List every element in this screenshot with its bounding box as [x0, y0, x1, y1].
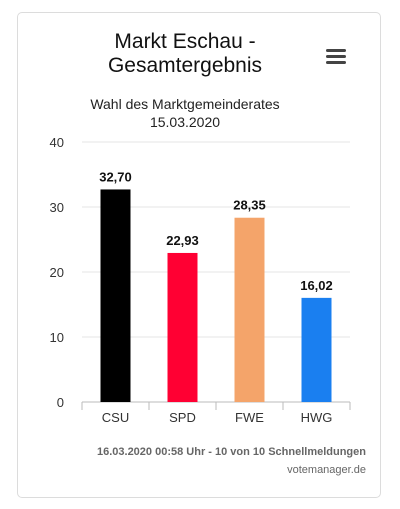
x-tick-label: HWG — [301, 410, 333, 425]
data-label: 32,70 — [99, 169, 132, 184]
chart-subtitle-line1: Wahl des Marktgemeinderates — [90, 96, 280, 112]
bar-spd — [167, 252, 198, 402]
chart-subtitle-line2: 15.03.2020 — [149, 114, 221, 130]
chart-card — [17, 12, 381, 498]
x-tick-label: SPD — [169, 410, 196, 425]
chart-title: Markt Eschau - Gesamtergebnis — [60, 30, 310, 78]
bar-fwe — [234, 217, 265, 402]
chart-subtitle: Wahl des Marktgemeinderates 15.03.2020 — [60, 95, 310, 131]
x-tick-label: CSU — [102, 410, 129, 425]
chart-title-line1: Markt Eschau - — [114, 30, 256, 53]
x-tick-label: FWE — [235, 410, 264, 425]
y-tick-label: 10 — [50, 330, 64, 345]
bar-csu — [100, 189, 131, 402]
data-label: 16,02 — [300, 278, 333, 293]
y-tick-label: 30 — [50, 200, 64, 215]
data-label: 28,35 — [233, 198, 266, 213]
y-tick-label: 0 — [57, 395, 64, 410]
data-label: 22,93 — [166, 233, 199, 248]
chart-title-line2: Gesamtergebnis — [107, 54, 263, 77]
y-tick-label: 40 — [50, 135, 64, 150]
footer-credits: 16.03.2020 00:58 Uhr - 10 von 10 Schnell… — [96, 446, 366, 458]
footer-source-link[interactable]: votemanager.de — [287, 464, 366, 476]
bar-hwg — [301, 297, 332, 402]
y-tick-label: 20 — [50, 265, 64, 280]
hamburger-menu-icon[interactable] — [326, 49, 346, 67]
